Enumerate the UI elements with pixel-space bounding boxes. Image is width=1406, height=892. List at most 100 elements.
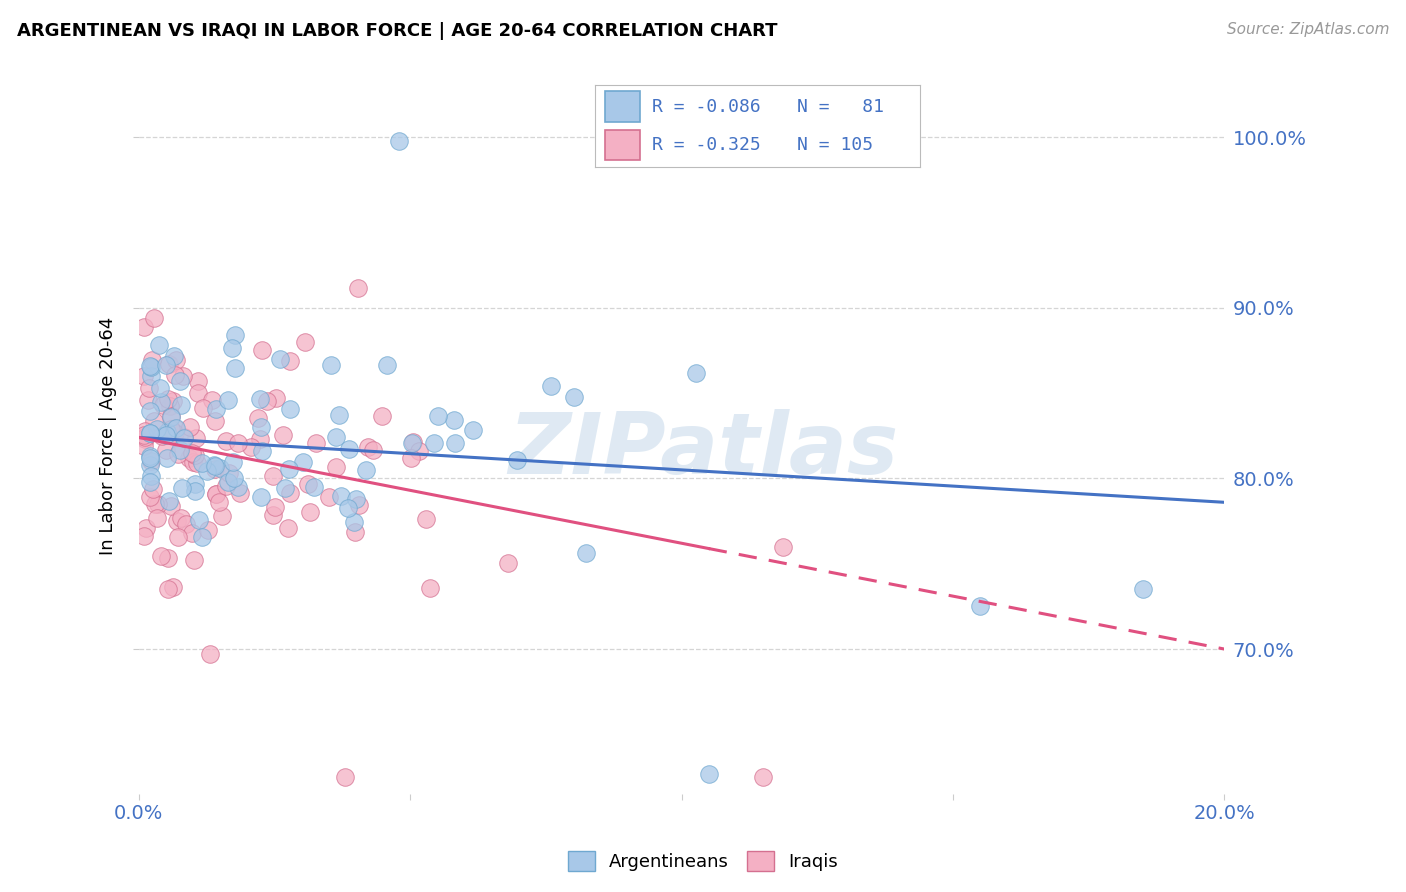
Point [142,482,165,496]
Point [214,434,236,448]
Point [165,368,187,383]
Point [222,471,245,485]
Point [150,429,173,443]
Point [155,428,177,442]
Point [149,395,172,409]
Point [205,402,228,417]
Point [186,456,208,470]
Point [156,551,179,566]
Point [134,430,156,444]
Point [163,350,186,364]
Point [146,511,169,525]
Point [297,477,319,491]
Point [506,453,529,467]
Point [139,454,162,468]
Point [264,392,287,406]
Point [143,497,166,511]
Point [187,374,209,388]
Point [149,381,172,395]
Point [176,517,198,532]
Point [575,545,598,559]
Point [134,433,156,447]
Point [181,525,204,540]
Point [159,409,181,424]
Point [294,334,316,349]
Point [134,424,156,438]
Point [262,508,284,522]
Point [201,393,224,408]
Point [177,451,200,466]
Point [159,399,181,413]
Text: ZIPatlas: ZIPatlas [508,409,898,491]
Point [321,358,343,372]
Point [685,366,707,380]
Point [188,513,211,527]
Point [969,599,991,614]
Point [496,557,519,571]
Point [325,460,347,475]
Point [139,458,162,473]
Point [271,427,294,442]
Point [157,357,180,371]
Point [205,487,228,501]
Point [344,491,367,506]
Point [157,392,180,406]
Point [173,431,195,445]
Point [357,440,380,454]
Point [184,431,207,445]
Point [217,393,239,408]
Point [139,468,162,483]
Point [427,409,450,423]
Point [256,394,278,409]
Point [139,368,162,383]
Point [247,411,270,425]
Point [152,398,174,412]
Point [305,436,328,450]
Point [318,491,340,505]
Point [157,494,180,508]
Point [184,483,207,498]
Point [165,421,187,435]
Point [229,486,252,500]
Point [346,281,368,295]
Point [169,442,191,457]
Point [752,770,775,784]
Point [156,582,179,596]
Point [222,455,245,469]
Point [249,392,271,406]
Point [166,529,188,543]
Point [337,442,360,456]
Point [343,515,366,529]
Point [217,475,239,489]
Point [139,426,162,441]
Point [183,553,205,567]
Point [139,359,162,374]
Point [195,464,218,478]
Point [249,432,271,446]
Point [139,360,162,375]
Point [136,392,159,407]
Point [224,328,246,343]
Point [402,434,425,449]
Point [141,353,163,368]
Point [278,462,301,476]
Point [160,422,183,436]
Point [408,443,430,458]
Point [443,436,465,450]
Point [139,450,162,465]
Text: ARGENTINEAN VS IRAQI IN LABOR FORCE | AGE 20-64 CORRELATION CHART: ARGENTINEAN VS IRAQI IN LABOR FORCE | AG… [17,22,778,40]
Point [135,520,157,534]
Point [772,540,794,554]
Point [162,393,184,408]
Point [134,428,156,442]
Point [347,498,370,512]
Point [197,523,219,537]
Point [149,549,172,563]
Point [142,413,165,427]
Point [304,480,326,494]
Point [325,429,347,443]
Point [697,766,720,780]
Point [160,499,183,513]
Point [134,439,156,453]
Point [221,341,243,355]
